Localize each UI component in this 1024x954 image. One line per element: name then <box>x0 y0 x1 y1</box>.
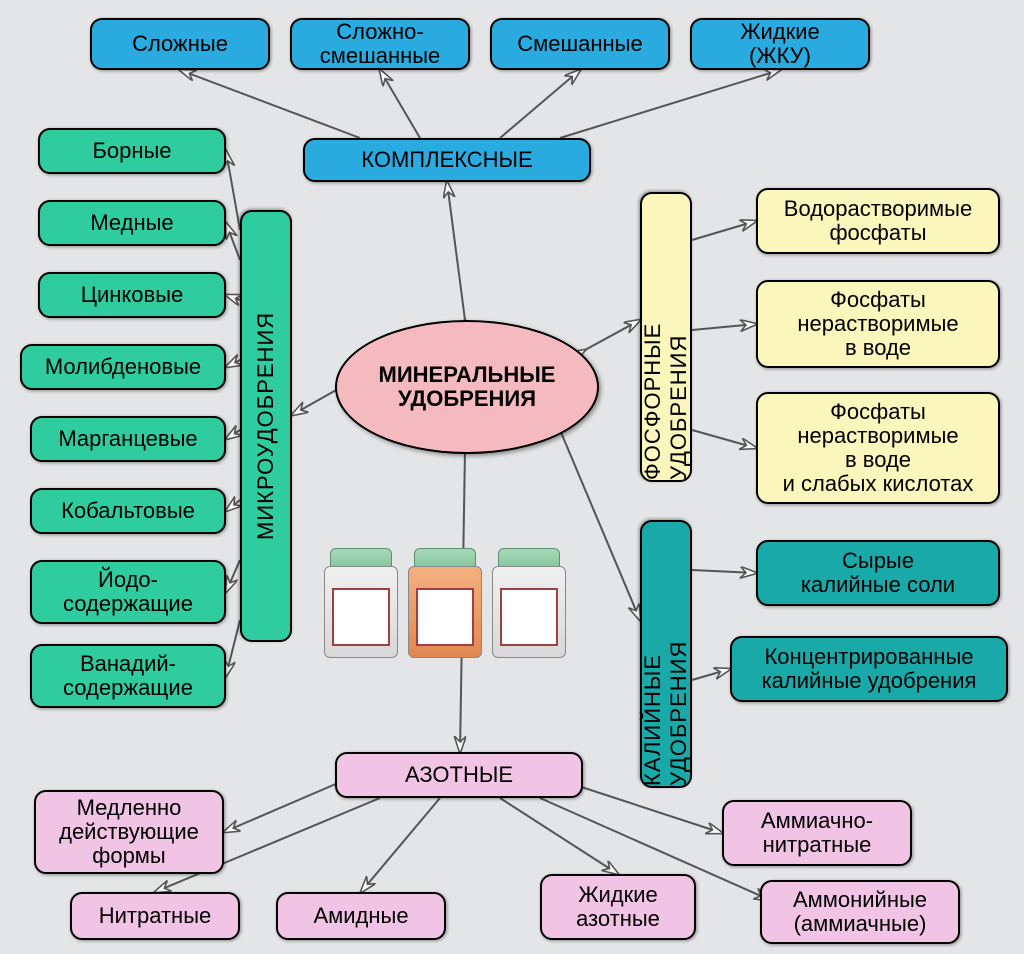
center-line1: МИНЕРАЛЬНЫЕ <box>379 363 556 387</box>
box-label: Фосфаты нерастворимые в воде <box>797 288 958 361</box>
box-label: Медленно действующие формы <box>59 796 199 869</box>
box-label: Смешанные <box>517 32 642 56</box>
leaf-box: Аммонийные (аммиачные) <box>760 880 960 944</box>
category-box: АЗОТНЫЕ <box>335 752 583 798</box>
box-label: Марганцевые <box>58 427 197 451</box>
box-label: ФОСФОРНЫЕ УДОБРЕНИЯ <box>640 194 692 480</box>
leaf-box: Медленно действующие формы <box>34 790 224 874</box>
box-label: Сырые калийные соли <box>801 549 955 597</box>
box-label: Медные <box>90 211 173 235</box>
leaf-box: Аммиачно- нитратные <box>722 800 912 866</box>
box-label: Жидкие азотные <box>576 883 660 931</box>
box-label: Фосфаты нерастворимые в воде и слабых ки… <box>783 400 974 497</box>
center-node: МИНЕРАЛЬНЫЕ УДОБРЕНИЯ <box>335 320 599 454</box>
category-box: КОМПЛЕКСНЫЕ <box>303 138 591 182</box>
box-label: Нитратные <box>99 904 212 928</box>
leaf-box: Сложно- смешанные <box>290 18 470 70</box>
box-label: Кобальтовые <box>61 499 195 523</box>
box-label: АЗОТНЫЕ <box>405 763 513 787</box>
leaf-box: Молибденовые <box>20 344 226 390</box>
center-line2: УДОБРЕНИЯ <box>398 387 536 411</box>
leaf-box: Сложные <box>90 18 270 70</box>
box-label: МИКРОУДОБРЕНИЯ <box>253 312 279 540</box>
box-label: Сложно- смешанные <box>320 20 441 68</box>
box-label: Жидкие (ЖКУ) <box>740 20 820 68</box>
leaf-box: Фосфаты нерастворимые в воде и слабых ки… <box>756 392 1000 504</box>
leaf-box: Кобальтовые <box>30 488 226 534</box>
box-label: Амидные <box>313 904 408 928</box>
box-label: Сложные <box>132 32 228 56</box>
box-label: Аммонийные (аммиачные) <box>793 888 927 936</box>
box-label: Аммиачно- нитратные <box>761 809 873 857</box>
box-label: Борные <box>92 139 171 163</box>
box-label: Цинковые <box>81 283 184 307</box>
box-label: Молибденовые <box>45 355 201 379</box>
leaf-box: Концентрированные калийные удобрения <box>730 636 1008 702</box>
leaf-box: Фосфаты нерастворимые в воде <box>756 280 1000 368</box>
category-box: ФОСФОРНЫЕ УДОБРЕНИЯ <box>640 192 692 482</box>
leaf-box: Амидные <box>276 892 446 940</box>
leaf-box: Ванадий- содержащие <box>30 644 226 708</box>
leaf-box: Жидкие (ЖКУ) <box>690 18 870 70</box>
leaf-box: Марганцевые <box>30 416 226 462</box>
leaf-box: Йодо- содержащие <box>30 560 226 624</box>
leaf-box: Нитратные <box>70 892 240 940</box>
category-box: МИКРОУДОБРЕНИЯ <box>240 210 292 642</box>
jar-illustration <box>322 548 568 658</box>
leaf-box: Борные <box>38 128 226 174</box>
box-label: Йодо- содержащие <box>63 568 193 616</box>
leaf-box: Сырые калийные соли <box>756 540 1000 606</box>
box-label: КОМПЛЕКСНЫЕ <box>361 148 532 172</box>
leaf-box: Водорастворимые фосфаты <box>756 188 1000 254</box>
box-label: Концентрированные калийные удобрения <box>762 645 977 693</box>
leaf-box: Жидкие азотные <box>540 874 696 940</box>
category-box: КАЛИЙНЫЕ УДОБРЕНИЯ <box>640 520 692 788</box>
box-label: КАЛИЙНЫЕ УДОБРЕНИЯ <box>640 522 692 786</box>
leaf-box: Цинковые <box>38 272 226 318</box>
leaf-box: Медные <box>38 200 226 246</box>
box-label: Ванадий- содержащие <box>63 652 193 700</box>
leaf-box: Смешанные <box>490 18 670 70</box>
box-label: Водорастворимые фосфаты <box>784 197 972 245</box>
